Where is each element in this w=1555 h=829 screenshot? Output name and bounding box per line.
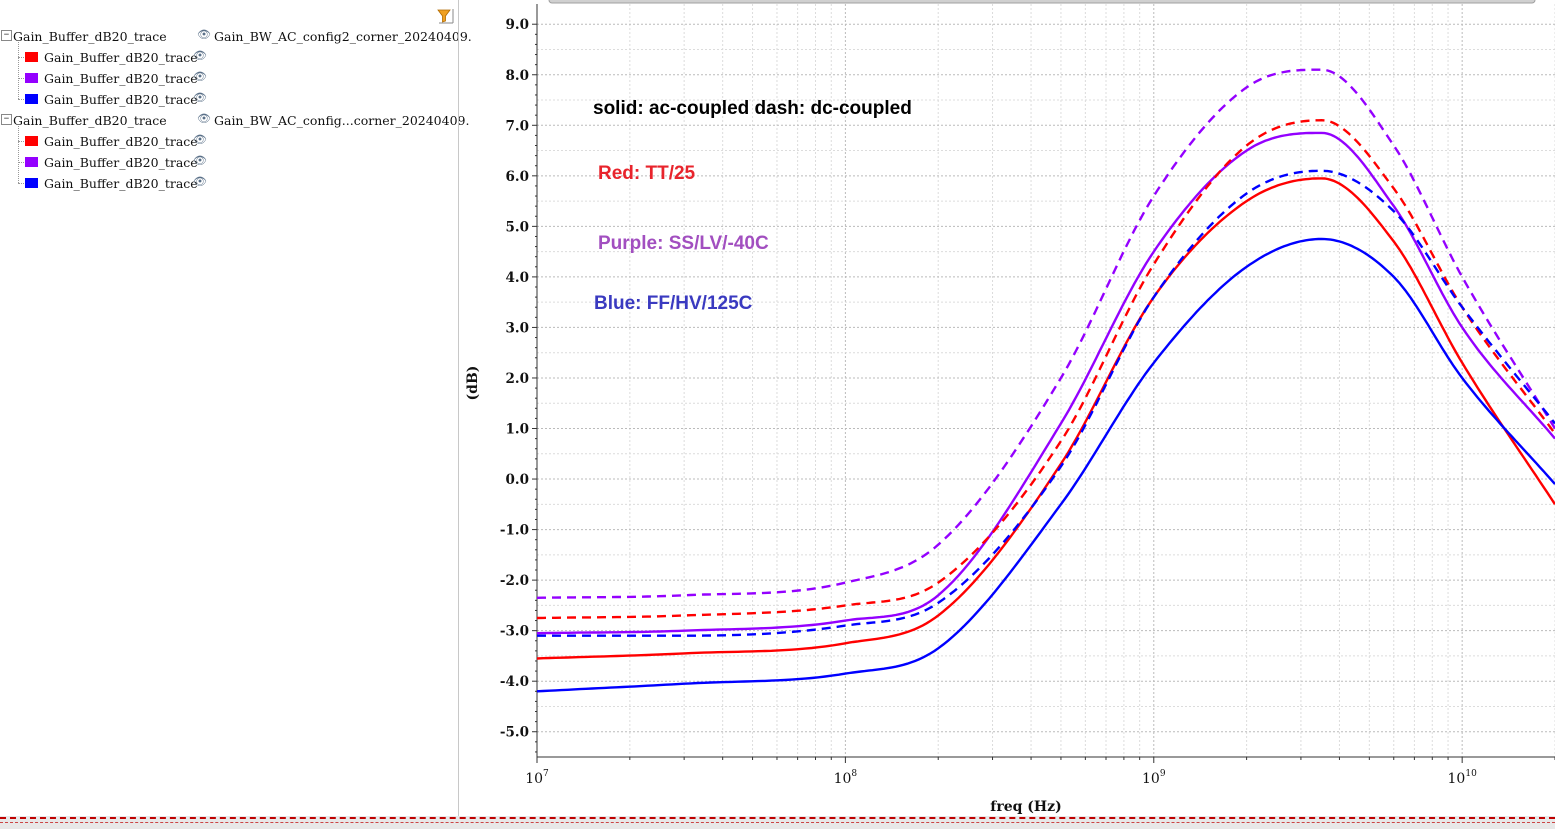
tree-group-row[interactable]: − Gain_Buffer_dB20_trace 👁 Gain_BW_AC_confi… xyxy=(0,26,472,47)
trace-item[interactable]: Gain_Buffer_dB20_trace 👁 xyxy=(0,47,458,68)
chart-annotation: solid: ac-coupled dash: dc-coupled xyxy=(593,98,912,119)
tree-guide xyxy=(18,42,20,99)
series-line-solid xyxy=(536,131,1555,635)
source-file-label: Gain_BW_AC_config2_corner_20240409. xyxy=(214,29,472,44)
y-tick-label: 2.0 xyxy=(506,371,530,387)
x-tick-base: 10 xyxy=(1448,771,1466,787)
y-tick-label: 4.0 xyxy=(506,270,530,286)
tree-group-row[interactable]: − Gain_Buffer_dB20_trace 👁 Gain_BW_AC_confi… xyxy=(0,110,469,131)
series-line-solid xyxy=(536,237,1555,693)
x-tick-label: 109 xyxy=(1142,769,1166,787)
chart-annotation: Purple: SS/LV/-40C xyxy=(598,233,769,254)
gain-plot: 9.0 8.0 7.0 6.0 5.0 4.0 3.0 2.0 1.0 0.0 -1.0 -2.0 -3… xyxy=(465,0,1555,815)
eye-icon[interactable]: 👁 xyxy=(193,154,207,167)
source-file-label: Gain_BW_AC_config...corner_20240409. xyxy=(214,113,470,128)
tree-guide xyxy=(18,183,24,184)
series-line-dashed xyxy=(536,118,1555,620)
tree-guide xyxy=(18,126,20,183)
x-tick-exponent: 7 xyxy=(543,769,549,779)
y-tick-label: 9.0 xyxy=(506,17,530,33)
x-axis-label: freq (Hz) xyxy=(990,799,1061,815)
trace-browser-panel: − Gain_Buffer_dB20_trace 👁 Gain_BW_AC_confi… xyxy=(0,0,472,816)
panel-divider[interactable] xyxy=(458,0,459,816)
series-line-dashed xyxy=(536,68,1555,599)
tree-guide xyxy=(18,57,24,58)
x-tick-base: 10 xyxy=(1142,771,1160,787)
trace-label: Gain_Buffer_dB20_trace xyxy=(44,176,198,191)
eye-icon[interactable]: 👁 xyxy=(193,91,207,104)
y-tick-label: -5.0 xyxy=(500,725,529,741)
trace-label: Gain_Buffer_dB20_trace xyxy=(44,155,198,170)
trace-item[interactable]: Gain_Buffer_dB20_trace 👁 xyxy=(0,89,458,110)
y-tick-label: 1.0 xyxy=(506,422,530,438)
x-tick-base: 10 xyxy=(525,771,543,787)
chart-annotation: Red: TT/25 xyxy=(598,163,696,184)
trace-color-swatch xyxy=(25,157,38,167)
tree-guide xyxy=(18,141,24,142)
trace-item[interactable]: Gain_Buffer_dB20_trace 👁 xyxy=(0,68,458,89)
filter-icon[interactable] xyxy=(436,8,456,26)
tree-guide xyxy=(18,162,24,163)
tree-guide xyxy=(18,99,24,100)
trace-label: Gain_Buffer_dB20_trace xyxy=(44,71,198,86)
trace-color-swatch xyxy=(25,73,38,83)
y-tick-label: -1.0 xyxy=(500,523,529,539)
y-tick-label: 8.0 xyxy=(506,68,530,84)
expand-toggle-icon[interactable]: − xyxy=(1,114,12,125)
y-tick-label: -3.0 xyxy=(500,624,529,640)
x-tick-label: 108 xyxy=(834,769,858,787)
trace-label: Gain_Buffer_dB20_trace xyxy=(44,92,198,107)
eye-icon[interactable]: 👁 xyxy=(193,70,207,83)
trace-color-swatch xyxy=(25,136,38,146)
y-tick-label: 0.0 xyxy=(506,472,530,488)
y-tick-label: 5.0 xyxy=(506,219,530,235)
chart-annotation: Blue: FF/HV/125C xyxy=(594,293,753,314)
trace-color-swatch xyxy=(25,178,38,188)
x-tick-base: 10 xyxy=(834,771,852,787)
y-tick-label: 7.0 xyxy=(506,118,530,134)
x-tick-label: 107 xyxy=(525,769,549,787)
trace-item[interactable]: Gain_Buffer_dB20_trace 👁 xyxy=(0,152,458,173)
trace-item[interactable]: Gain_Buffer_dB20_trace 👁 xyxy=(0,173,458,194)
trace-label: Gain_Buffer_dB20_trace xyxy=(44,50,198,65)
trace-color-swatch xyxy=(25,94,38,104)
eye-icon[interactable]: 👁 xyxy=(193,175,207,188)
eye-icon[interactable]: 👁 xyxy=(197,28,211,41)
bottom-status-bar xyxy=(0,816,1555,829)
trace-label: Gain_Buffer_dB20_trace xyxy=(44,134,198,149)
tree-group-label: Gain_Buffer_dB20_trace xyxy=(13,113,167,128)
trace-item[interactable]: Gain_Buffer_dB20_trace 👁 xyxy=(0,131,458,152)
series-line-dashed xyxy=(537,169,1555,637)
tree-guide xyxy=(18,78,24,79)
x-tick-label: 1010 xyxy=(1448,769,1478,787)
x-tick-exponent: 9 xyxy=(1160,769,1166,779)
y-axis-label: (dB) xyxy=(465,366,481,401)
y-tick-label: -4.0 xyxy=(500,674,529,690)
expand-toggle-icon[interactable]: − xyxy=(1,30,12,41)
eye-icon[interactable]: 👁 xyxy=(197,112,211,125)
eye-icon[interactable]: 👁 xyxy=(193,133,207,146)
tree-group-label: Gain_Buffer_dB20_trace xyxy=(13,29,167,44)
marker-line xyxy=(0,817,1555,819)
x-tick-exponent: 8 xyxy=(851,769,857,779)
y-tick-label: 3.0 xyxy=(506,320,530,336)
y-tick-label: -2.0 xyxy=(500,573,529,589)
x-tick-exponent: 10 xyxy=(1465,769,1477,779)
y-tick-label: 6.0 xyxy=(506,169,530,185)
trace-color-swatch xyxy=(25,52,38,62)
plot-header-bar xyxy=(548,0,1536,4)
marker-line-secondary xyxy=(0,822,1555,823)
eye-icon[interactable]: 👁 xyxy=(193,49,207,62)
